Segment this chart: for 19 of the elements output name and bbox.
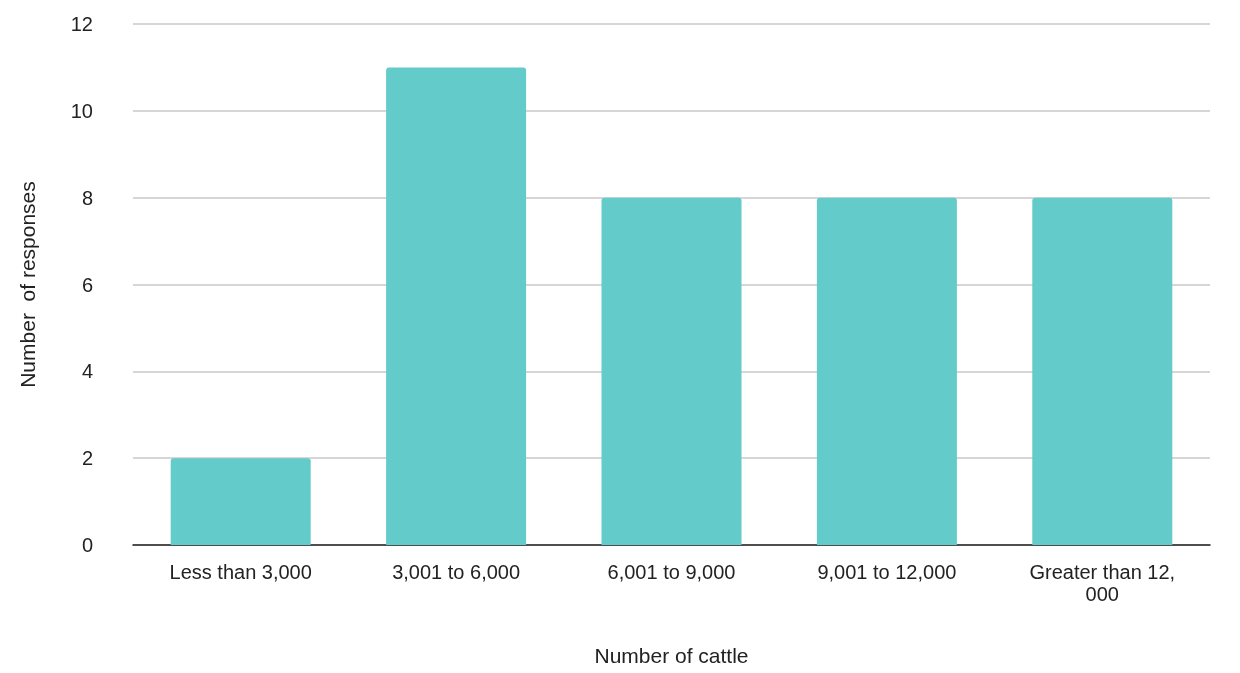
bar <box>170 458 311 545</box>
y-axis-title: Number of responses <box>16 181 39 388</box>
y-tick-label: 10 <box>70 99 93 122</box>
y-tick-label: 8 <box>81 186 93 209</box>
x-tick-label: 3,001 to 6,000 <box>392 561 521 583</box>
bar <box>1032 197 1173 545</box>
y-tick-label: 6 <box>81 273 93 296</box>
x-tick-label: Less than 3,000 <box>169 561 312 583</box>
x-tick-label: 6,001 to 9,000 <box>607 561 736 583</box>
bar <box>386 67 527 545</box>
bar <box>601 197 742 545</box>
y-tick-label: 2 <box>81 447 93 470</box>
bar <box>816 197 957 545</box>
y-tick-label: 4 <box>81 360 93 383</box>
y-tick-label: 0 <box>81 534 93 556</box>
x-tick-label: Greater than 12,000 <box>1029 561 1176 605</box>
y-tick-label: 12 <box>70 13 93 35</box>
x-axis-title: Number of cattle <box>594 644 749 667</box>
x-tick-label: 9,001 to 12,000 <box>817 561 957 583</box>
